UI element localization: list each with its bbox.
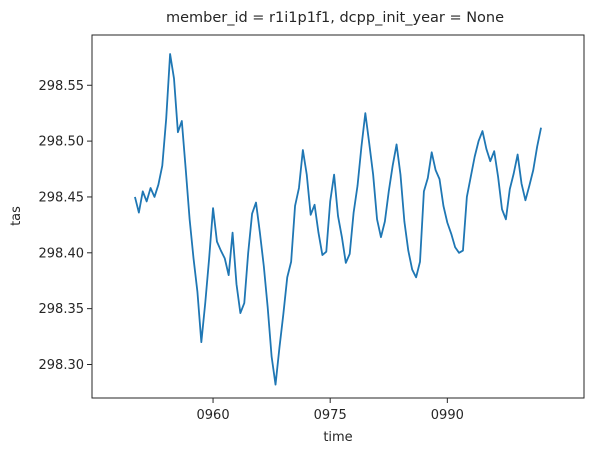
y-axis: 298.30 298.35 298.40 298.45 298.50 298.55 [39,79,92,373]
x-tick-label: 0990 [431,408,464,423]
y-tick-label: 298.30 [39,358,85,373]
y-tick-label: 298.35 [39,302,85,317]
y-tick-label: 298.55 [39,79,85,94]
series-line [134,53,542,386]
y-axis-label: tas [9,206,24,226]
y-tick-label: 298.40 [39,246,85,261]
y-tick-label: 298.45 [39,190,85,205]
x-tick-label: 0975 [314,408,347,423]
x-axis-label: time [323,430,352,445]
x-axis: 0960 0975 0990 [197,398,464,423]
chart-title: member_id = r1i1p1f1, dcpp_init_year = N… [166,10,504,26]
y-tick-label: 298.50 [39,135,85,150]
x-tick-label: 0960 [197,408,230,423]
plot-area [91,34,585,399]
plot-frame [91,34,585,399]
